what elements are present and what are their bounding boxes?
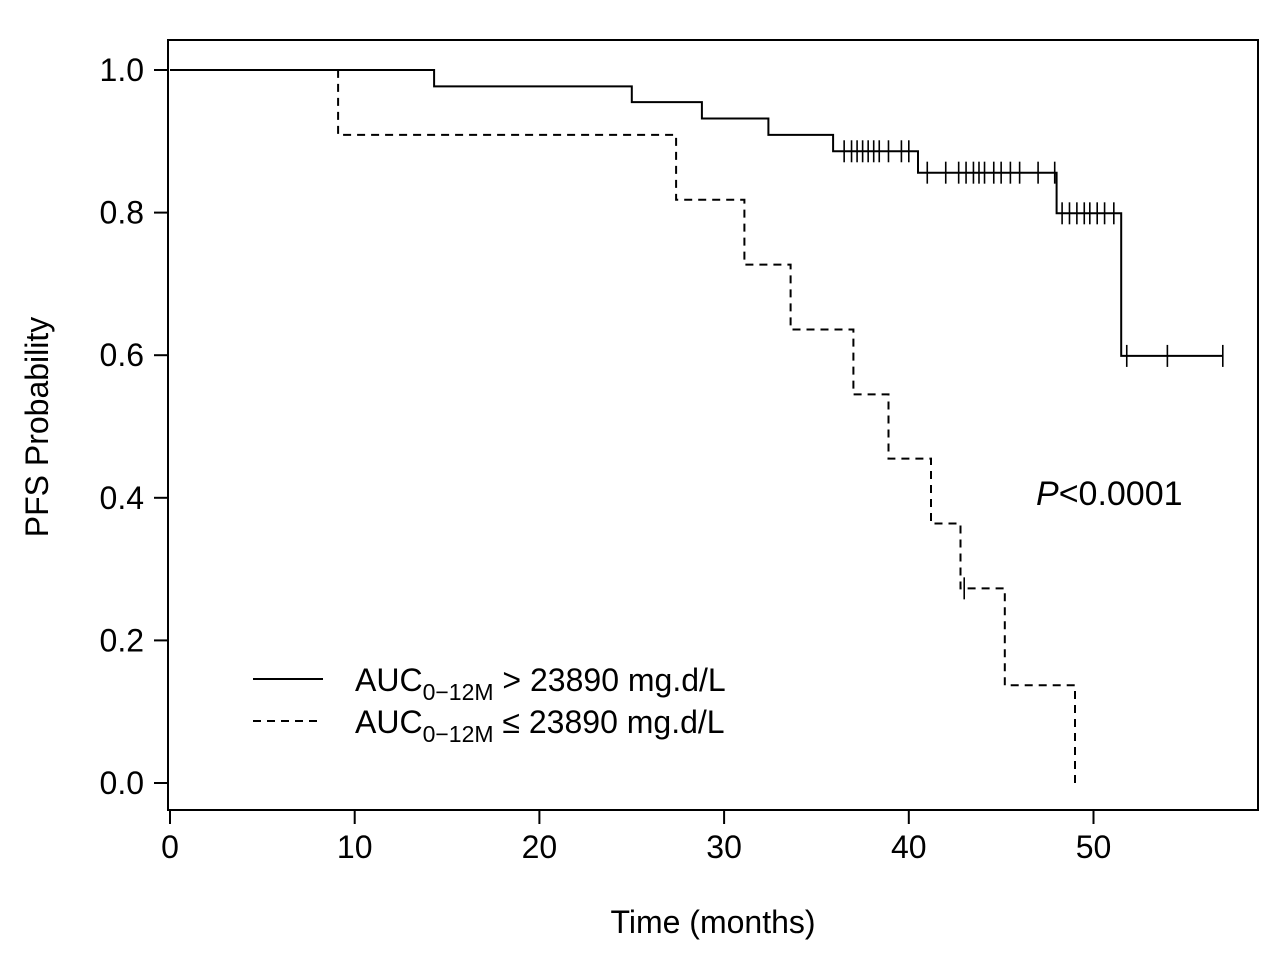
p-value-prefix: P bbox=[1036, 475, 1059, 513]
y-tick-label: 0.6 bbox=[100, 337, 144, 373]
legend-label-rest: > 23890 mg.d/L bbox=[494, 662, 726, 698]
p-value-annotation: P<0.0001 bbox=[1036, 475, 1183, 513]
series-line-1 bbox=[170, 69, 1223, 357]
x-tick-label: 30 bbox=[706, 829, 742, 865]
legend-label-subscript: 0−12M bbox=[423, 721, 494, 747]
y-tick-label: 0.0 bbox=[100, 765, 144, 801]
legend-label-main: AUC bbox=[355, 704, 423, 740]
legend-label-main: AUC bbox=[355, 662, 423, 698]
y-axis-title: PFS Probability bbox=[19, 317, 55, 538]
legend-label-subscript: 0−12M bbox=[423, 679, 494, 705]
x-tick-label: 10 bbox=[337, 829, 373, 865]
x-tick-label: 0 bbox=[161, 829, 179, 865]
legend-label-1: AUC0−12M > 23890 mg.d/L bbox=[355, 662, 726, 705]
series-layer bbox=[170, 69, 1224, 783]
legend-label-rest: ≤ 23890 mg.d/L bbox=[494, 704, 725, 740]
y-tick-label: 0.2 bbox=[100, 622, 144, 658]
y-tick-label: 0.8 bbox=[100, 195, 144, 231]
x-tick-label: 50 bbox=[1076, 829, 1112, 865]
x-tick-label: 40 bbox=[891, 829, 927, 865]
x-tick-label: 20 bbox=[522, 829, 558, 865]
series-line-2 bbox=[170, 69, 1076, 783]
y-tick-label: 0.4 bbox=[100, 480, 144, 516]
p-value-text: <0.0001 bbox=[1059, 475, 1183, 513]
axes-layer: 0 10 20 30 40 50 0.0 0.2 0.4 0.6 0.8 1.0 bbox=[100, 52, 1112, 865]
x-axis-title: Time (months) bbox=[610, 904, 815, 940]
plot-frame bbox=[167, 39, 1259, 811]
y-tick-label: 1.0 bbox=[100, 52, 144, 88]
legend-label-2: AUC0−12M ≤ 23890 mg.d/L bbox=[355, 704, 725, 747]
